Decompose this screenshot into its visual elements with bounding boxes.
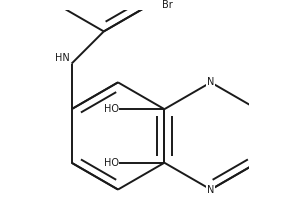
Text: HO: HO bbox=[104, 158, 119, 168]
Text: N: N bbox=[207, 77, 214, 87]
Text: HO: HO bbox=[104, 104, 119, 114]
Text: Br: Br bbox=[162, 0, 173, 10]
Text: HN: HN bbox=[55, 53, 70, 63]
Text: N: N bbox=[207, 184, 214, 195]
